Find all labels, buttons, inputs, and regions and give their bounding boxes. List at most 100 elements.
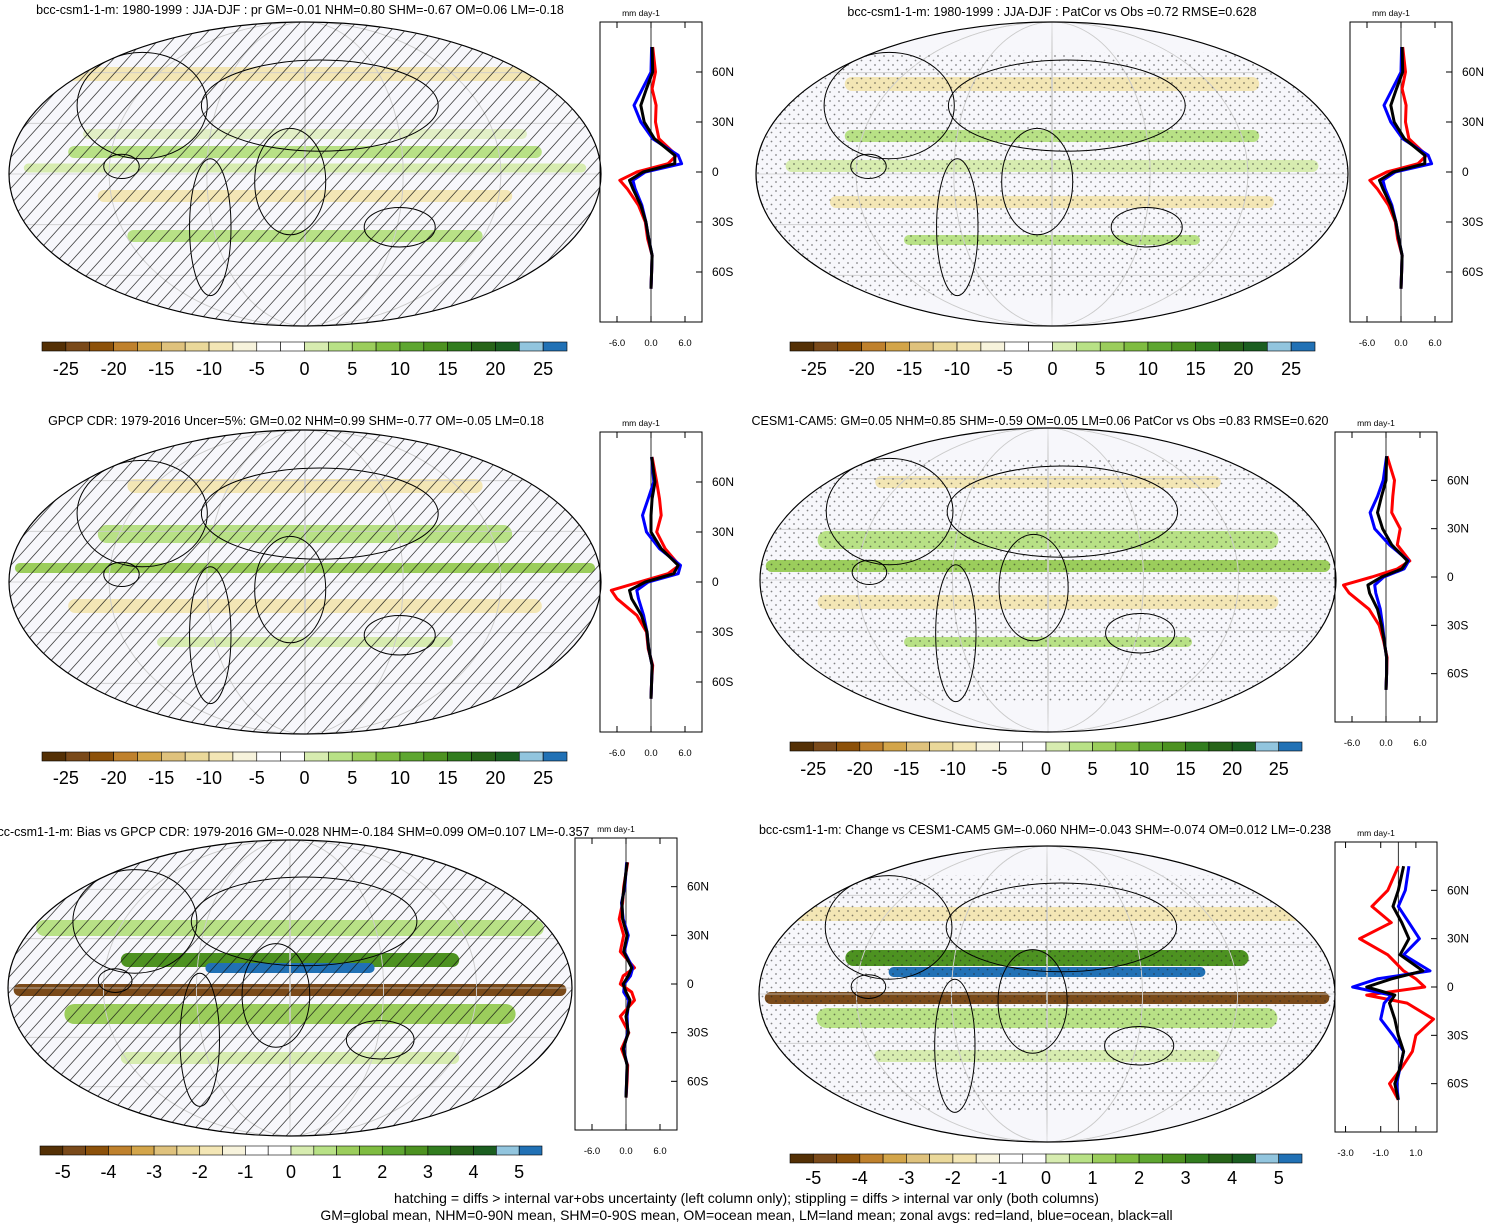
colorbar-swatch: [1123, 341, 1149, 352]
profile-ytick-label: 60S: [712, 675, 733, 689]
hatching-line: [9, 22, 231, 326]
colorbar-swatch: [208, 751, 234, 762]
hatching-line: [166, 22, 441, 326]
colorbar-tick-label: 15: [438, 359, 458, 379]
hatching-line: [54, 430, 329, 734]
hatching-line: [194, 430, 469, 734]
colorbar-tick-label: 10: [390, 359, 410, 379]
profile-xtick-label: 6.0: [1428, 338, 1441, 349]
profile-ytick-label: 60N: [1447, 883, 1469, 897]
hatching-line: [474, 22, 601, 326]
colorbar-swatch: [495, 341, 520, 352]
continent-outline: [103, 153, 140, 180]
longitude-line: [304, 430, 306, 734]
zonal-profile: mm day-1 60N 30N 0 30S 60S -6.0 0.0 6.0: [574, 824, 709, 1157]
colorbar-swatch: [113, 341, 138, 352]
profile-ytick-label: 0: [1462, 165, 1469, 179]
colorbar-swatch: [1028, 341, 1053, 352]
hatching-line: [425, 840, 572, 1136]
colorbar-tick-label: -10: [196, 359, 222, 379]
colorbar-tick-label: 0: [1041, 759, 1051, 779]
profile-ytick-label: 60N: [687, 880, 709, 894]
panel-title: CESM1-CAM5: GM=0.05 NHM=0.85 SHM=-0.59 O…: [752, 414, 1329, 428]
hatching-line: [418, 22, 601, 326]
colorbar-tick-label: 0: [1041, 1168, 1051, 1188]
hatching-line: [9, 22, 203, 326]
hatching-line: [236, 22, 511, 326]
colorbar-swatch: [1255, 741, 1280, 752]
hatching-line: [96, 22, 371, 326]
colorbar-swatch: [1162, 741, 1186, 752]
hatching-line: [439, 840, 572, 1136]
map-border: [8, 429, 602, 735]
hatching-line: [173, 840, 441, 1136]
hatching-line: [376, 430, 601, 734]
colorbar-swatch: [980, 341, 1006, 352]
hatching-line: [474, 430, 601, 734]
hatching-line: [257, 840, 525, 1136]
colorbar-tick-label: -4: [100, 1162, 116, 1182]
precip-band: [23, 163, 587, 173]
colorbar-swatch: [999, 1153, 1024, 1164]
colorbar-swatch: [375, 751, 401, 762]
colorbar-tick-label: 0: [299, 359, 309, 379]
longitude-line: [102, 840, 478, 1136]
hatching-line: [222, 430, 497, 734]
hatching-line: [222, 22, 497, 326]
continent-outline: [241, 943, 311, 1048]
profile-xtick-label: 0.0: [644, 748, 657, 759]
colorbar-swatch: [313, 1145, 337, 1156]
colorbar-swatch: [427, 1145, 452, 1156]
hatching-line: [117, 840, 385, 1136]
hatching-line: [432, 22, 601, 326]
colorbar-tick-label: 5: [347, 359, 357, 379]
profile-land-line: [1358, 865, 1435, 1101]
profile-xtick-label: 6.0: [678, 338, 691, 349]
profile-ytick-label: 30S: [712, 215, 733, 229]
colorbar-swatch: [496, 1145, 520, 1156]
hatching-line: [418, 430, 601, 734]
hatching-line: [9, 22, 147, 326]
profile-xtick-label: -6.0: [609, 748, 625, 759]
continent-outline: [103, 561, 140, 588]
colorbar-tick-label: -5: [249, 359, 265, 379]
hatching-line: [0, 840, 6, 1136]
profile-all-line: [1378, 46, 1427, 289]
continent-outline: [76, 51, 208, 160]
profile-unit-label: mm day-1: [622, 418, 660, 428]
colorbar-swatch: [65, 341, 91, 352]
hatching-line: [75, 840, 343, 1136]
hatching-line: [9, 430, 231, 734]
colorbar-swatch: [789, 1153, 814, 1164]
colorbar-swatch: [89, 341, 114, 352]
colorbar-tick-label: 10: [390, 768, 410, 788]
profile-unit-label: mm day-1: [597, 824, 635, 834]
hatching-line: [9, 430, 147, 734]
hatching-line: [82, 22, 357, 326]
colorbar-tick-label: 0: [1047, 359, 1057, 379]
hatching-line: [460, 430, 601, 734]
colorbar-swatch: [1068, 741, 1093, 752]
hatching-line: [9, 430, 175, 734]
colorbar-swatch: [909, 341, 934, 352]
hatching-line: [460, 22, 601, 326]
profile-xtick-label: -6.0: [584, 1146, 600, 1157]
colorbar-tick-label: -15: [148, 359, 174, 379]
map-border: [8, 21, 602, 327]
footer-line-1: hatching = diffs > internal var+obs unce…: [394, 1190, 1099, 1206]
colorbar-tick-label: -10: [196, 768, 222, 788]
colorbar-swatch: [929, 1153, 954, 1164]
colorbar-swatch: [882, 741, 907, 752]
colorbar-swatch: [137, 751, 162, 762]
colorbar-swatch: [1138, 1153, 1163, 1164]
colorbar-tick-label: 0: [299, 768, 309, 788]
profile-ytick-label: 30N: [1462, 115, 1484, 129]
hatching-line: [208, 430, 483, 734]
hatching-line: [194, 22, 469, 326]
hatching-line: [89, 840, 357, 1136]
colorbar-swatch: [975, 1153, 1000, 1164]
stippling: [760, 458, 1336, 702]
hatching-line: [229, 840, 497, 1136]
profile-ytick-label: 0: [712, 575, 719, 589]
colorbar-swatch: [518, 341, 544, 352]
